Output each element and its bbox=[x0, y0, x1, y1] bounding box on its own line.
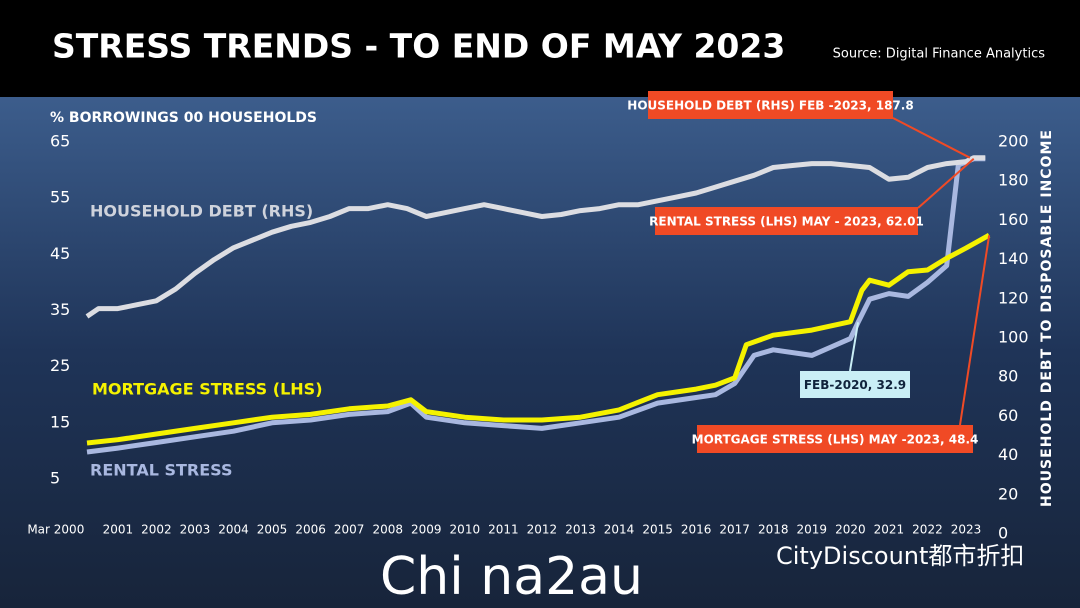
series-line bbox=[85, 155, 986, 319]
series-label: RENTAL STRESS bbox=[90, 461, 232, 480]
annotation-connector bbox=[917, 158, 975, 209]
series-line bbox=[86, 233, 991, 446]
chart-title: STRESS TRENDS - TO END OF MAY 2023 bbox=[52, 27, 785, 66]
y2-axis-title: HOUSEHOLD DEBT TO DISPOSABLE INCOME bbox=[1039, 129, 1055, 507]
annotation-box bbox=[800, 371, 910, 398]
y2-tick-label: 200 bbox=[998, 132, 1029, 151]
brand: CityDiscount都市折扣 bbox=[776, 542, 1024, 570]
x-tick-label: 2009 bbox=[411, 523, 442, 537]
source: Source: Digital Finance Analytics bbox=[833, 47, 1046, 62]
annotation: MORTGAGE STRESS (LHS) MAY -2023, 48.4 bbox=[692, 433, 979, 447]
x-tick-label: 2003 bbox=[180, 523, 211, 537]
x-tick-label: 2002 bbox=[141, 523, 172, 537]
x-tick-label: 2001 bbox=[103, 523, 134, 537]
x-tick-label: 2019 bbox=[797, 523, 828, 537]
x-tick-label: 2008 bbox=[372, 523, 403, 537]
y2-tick-label: 40 bbox=[998, 445, 1018, 464]
annotation-connector bbox=[849, 322, 860, 372]
background bbox=[0, 97, 1080, 608]
y-tick-label: 55 bbox=[50, 188, 70, 207]
x-tick-label: 2004 bbox=[218, 523, 249, 537]
x-tick-label: 2023 bbox=[951, 523, 982, 537]
x-tick-label: 2021 bbox=[874, 523, 905, 537]
annotation-box bbox=[697, 425, 973, 453]
y-tick-label: 35 bbox=[50, 300, 70, 319]
y2-tick-label: 160 bbox=[998, 210, 1029, 229]
y-tick-label: 15 bbox=[50, 412, 70, 431]
annotation: HOUSEHOLD DEBT (RHS) FEB -2023, 187.8 bbox=[627, 99, 913, 113]
annotation-box bbox=[655, 207, 918, 235]
x-tick-label: 2016 bbox=[681, 523, 712, 537]
y2-tick-label: 0 bbox=[998, 524, 1008, 543]
x-tick-label: 2011 bbox=[488, 523, 519, 537]
y2-tick-label: 80 bbox=[998, 367, 1018, 386]
x-tick-label: 2012 bbox=[527, 523, 558, 537]
y-tick-label: 65 bbox=[50, 132, 70, 151]
annotation-connector bbox=[892, 117, 971, 159]
y-tick-label: 25 bbox=[50, 356, 70, 375]
y-tick-label: 5 bbox=[50, 468, 60, 487]
y2-tick-label: 180 bbox=[998, 171, 1029, 190]
annotation-box bbox=[648, 91, 893, 119]
y2-tick-label: 100 bbox=[998, 328, 1029, 347]
series-line bbox=[86, 156, 986, 455]
y2-tick-label: 120 bbox=[998, 288, 1029, 307]
x-tick-label: 2018 bbox=[758, 523, 789, 537]
watermark: Chi na2au bbox=[380, 547, 643, 607]
x-tick-label: 2022 bbox=[912, 523, 943, 537]
x-tick-label: 2020 bbox=[835, 523, 866, 537]
x-tick-label: Mar 2000 bbox=[27, 523, 84, 537]
x-tick-label: 2013 bbox=[565, 523, 596, 537]
x-tick-label: 2005 bbox=[257, 523, 288, 537]
header-band bbox=[0, 0, 1080, 97]
series-label: MORTGAGE STRESS (LHS) bbox=[92, 380, 323, 399]
x-tick-label: 2017 bbox=[719, 523, 750, 537]
series-label: HOUSEHOLD DEBT (RHS) bbox=[90, 202, 313, 221]
x-tick-label: 2014 bbox=[604, 523, 635, 537]
annotation-connector bbox=[959, 235, 991, 426]
x-tick-label: 2015 bbox=[642, 523, 673, 537]
x-tick-label: 2006 bbox=[295, 523, 326, 537]
y2-tick-label: 140 bbox=[998, 249, 1029, 268]
annotation: FEB-2020, 32.9 bbox=[804, 378, 906, 392]
y-axis-title: % BORROWINGS 00 HOUSEHOLDS bbox=[50, 110, 317, 126]
y2-tick-label: 20 bbox=[998, 484, 1018, 503]
annotation: RENTAL STRESS (LHS) MAY - 2023, 62.01 bbox=[649, 215, 924, 229]
y-tick-label: 45 bbox=[50, 244, 70, 263]
x-tick-label: 2007 bbox=[334, 523, 365, 537]
x-tick-label: 2010 bbox=[450, 523, 481, 537]
y2-tick-label: 60 bbox=[998, 406, 1018, 425]
